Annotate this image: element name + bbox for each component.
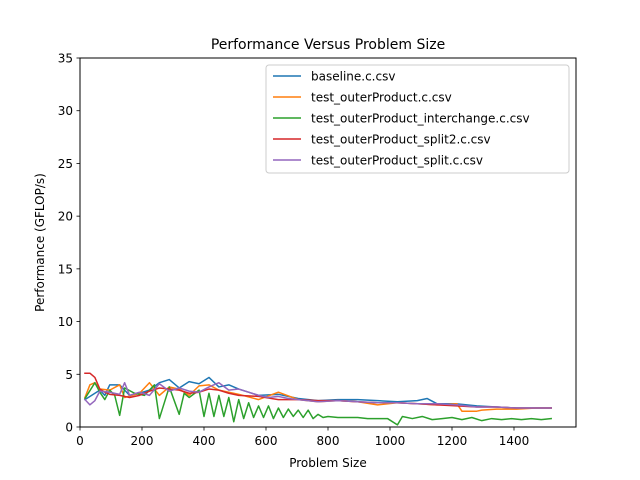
y-tick-label: 5 — [65, 368, 73, 382]
legend-label-5: test_outerProduct_split.c.csv — [311, 154, 483, 168]
x-tick-label: 600 — [255, 434, 278, 448]
x-tick-label: 1400 — [499, 434, 530, 448]
chart-title: Performance Versus Problem Size — [211, 37, 445, 53]
x-tick-label: 1200 — [437, 434, 468, 448]
x-tick-label: 1000 — [375, 434, 406, 448]
y-axis-label: Performance (GFLOP/s) — [33, 173, 47, 312]
y-tick-label: 35 — [58, 52, 73, 66]
x-tick-label: 800 — [317, 434, 340, 448]
y-tick-label: 15 — [58, 262, 73, 276]
legend-box — [265, 64, 570, 174]
y-tick-label: 10 — [58, 315, 73, 329]
y-tick-label: 20 — [58, 210, 73, 224]
x-tick-label: 400 — [193, 434, 216, 448]
series-layer — [83, 372, 553, 426]
x-tick-label: 0 — [76, 434, 84, 448]
legend-label-2: test_outerProduct.c.csv — [311, 91, 452, 105]
x-axis-label: Problem Size — [289, 456, 367, 470]
series-line-5 — [83, 381, 552, 409]
y-tick-label: 25 — [58, 157, 73, 171]
legend-label-1: baseline.c.csv — [311, 70, 395, 84]
x-tick-label: 200 — [131, 434, 154, 448]
y-axis-ticks: 0 5 10 15 20 25 30 35 — [58, 52, 80, 435]
plot-area — [79, 57, 577, 428]
legend-label-3: test_outerProduct_interchange.c.csv — [311, 112, 530, 126]
legend-label-4: test_outerProduct_split2.c.csv — [311, 133, 491, 147]
series-line-3 — [83, 381, 553, 426]
x-axis-ticks: 0 200 400 600 800 1000 1200 1400 — [76, 427, 529, 448]
y-tick-label: 0 — [65, 421, 73, 435]
y-tick-label: 30 — [58, 104, 73, 118]
legend: baseline.c.csv test_outerProduct.c.csvtes… — [265, 64, 570, 174]
series-line-4 — [84, 372, 552, 409]
